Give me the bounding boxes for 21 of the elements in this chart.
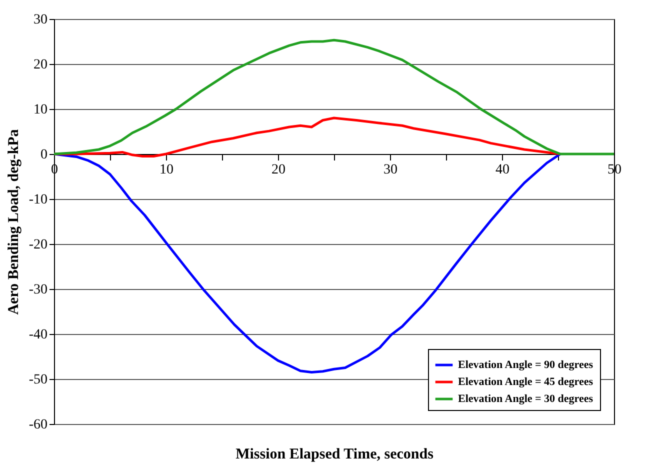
legend-label: Elevation Angle = 90 degrees — [458, 359, 594, 371]
legend-label: Elevation Angle = 45 degrees — [458, 376, 594, 388]
y-tick-label: 10 — [34, 102, 48, 118]
line-series — [52, 38, 616, 156]
x-tick-label: 20 — [272, 162, 286, 178]
x-axis-title: Mission Elapsed Time, seconds — [236, 446, 434, 462]
y-axis-title: Aero Bending Load, deg-kPa — [6, 128, 22, 315]
y-tick-label: -30 — [28, 282, 48, 298]
y-tick-label: -50 — [28, 372, 48, 388]
x-tick-label: 10 — [160, 162, 174, 178]
y-tick-label: -10 — [28, 192, 48, 208]
legend-label: Elevation Angle = 30 degrees — [458, 393, 594, 405]
y-tick-label: -60 — [28, 418, 48, 432]
y-tick-label: 0 — [40, 148, 48, 162]
y-tick-label: 30 — [34, 12, 48, 28]
line-series — [52, 116, 562, 158]
x-tick-label: 40 — [496, 162, 510, 178]
y-tick-label: -40 — [28, 328, 48, 342]
y-tick-label: -20 — [28, 238, 48, 252]
x-tick-label: 30 — [384, 162, 398, 178]
y-tick-label: 20 — [34, 58, 48, 72]
